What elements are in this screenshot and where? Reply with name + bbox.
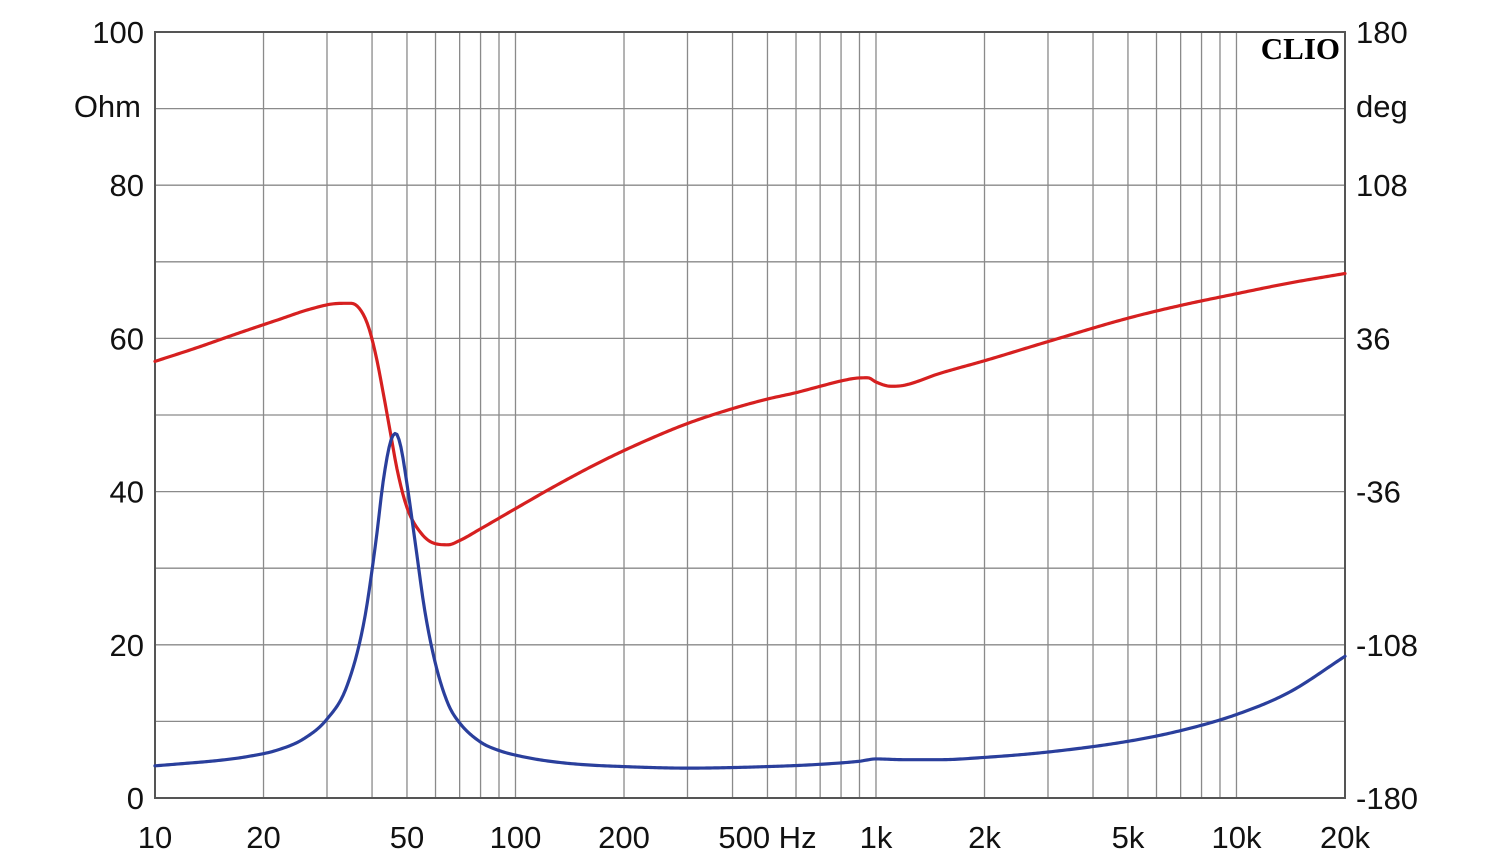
y-right-tick-label: 36 — [1356, 321, 1390, 356]
impedance-curve — [153, 431, 1347, 770]
x-tick-label: 100 — [490, 820, 542, 855]
x-tick-label: 5k — [1112, 820, 1145, 855]
y-right-tick-label: 180 — [1356, 15, 1408, 50]
y-right-tick-label: -108 — [1356, 628, 1418, 663]
x-tick-label: 1k — [860, 820, 893, 855]
grid — [155, 32, 1345, 798]
y-left-tick-label: 80 — [110, 168, 144, 203]
x-tick-label: 500 Hz — [718, 820, 816, 855]
left-axis-unit: Ohm — [74, 89, 141, 124]
y-right-tick-label: -180 — [1356, 781, 1418, 816]
y-right-tick-label: -36 — [1356, 475, 1401, 510]
y-left-tick-label: 100 — [92, 15, 144, 50]
x-tick-label: 20 — [246, 820, 280, 855]
y-left-tick-label: 20 — [110, 628, 144, 663]
x-tick-label: 10k — [1211, 820, 1261, 855]
x-tick-label: 50 — [390, 820, 424, 855]
plot-lines — [153, 271, 1347, 770]
x-tick-label: 10 — [138, 820, 172, 855]
y-left-tick-label: 40 — [110, 475, 144, 510]
x-tick-label: 200 — [598, 820, 650, 855]
y-right-tick-label: 108 — [1356, 168, 1408, 203]
clio-brand-logo: CLIO — [1261, 31, 1340, 66]
y-left-tick-label: 0 — [127, 781, 144, 816]
plot-frame — [154, 31, 1346, 799]
x-tick-label: 20k — [1320, 820, 1370, 855]
phase-curve — [153, 271, 1347, 547]
right-axis-unit: deg — [1356, 89, 1408, 124]
y-left-tick-label: 60 — [110, 321, 144, 356]
axis-labels: 10 20 50 100 200 500 Hz 1k 2k 5k 10k 20k 0 20 40 60 80 1… — [92, 15, 1418, 855]
x-tick-label: 2k — [968, 820, 1001, 855]
